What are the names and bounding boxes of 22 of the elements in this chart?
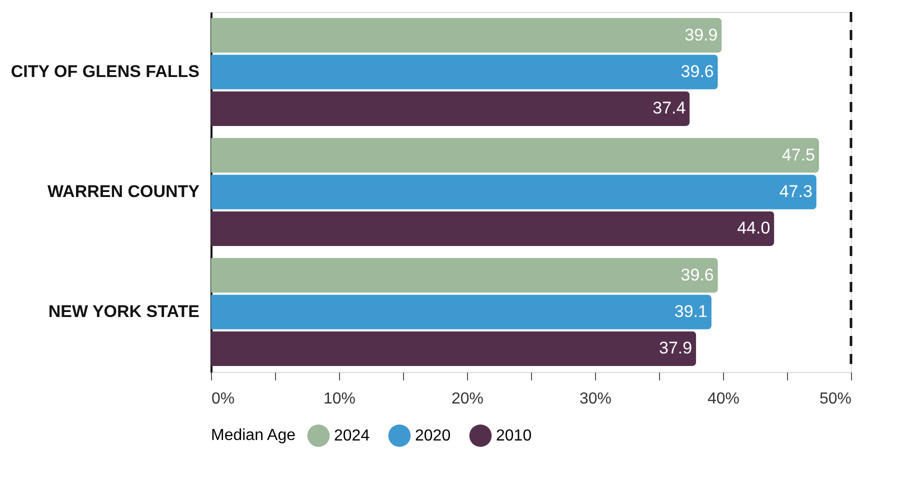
y-tick-label: CITY OF GLENS FALLS	[10, 62, 200, 81]
data-label: 44.0	[737, 218, 770, 238]
x-tick-label: 0%	[212, 390, 235, 408]
data-label: 39.1	[674, 302, 708, 321]
x-tick-label: 10%	[323, 390, 356, 408]
data-label: 37.4	[652, 98, 686, 118]
data-label: 39.6	[680, 62, 714, 81]
x-tick-label: 30%	[579, 390, 612, 408]
legend-label: 2020	[415, 428, 451, 445]
data-label: 39.9	[684, 25, 718, 44]
y-tick-label: NEW YORK STATE	[48, 302, 200, 321]
x-tick-label: 50%	[819, 390, 852, 408]
legend-title: Median Age	[211, 427, 296, 444]
x-tick-label: 20%	[451, 390, 484, 408]
y-tick-label: WARREN COUNTY	[47, 182, 200, 201]
data-label: 47.5	[782, 145, 815, 164]
data-label: 37.9	[659, 338, 692, 358]
data-label: 39.6	[680, 265, 714, 284]
x-tick-label: 40%	[707, 390, 740, 408]
legend-label: 2010	[496, 428, 532, 445]
legend-label: 2024	[334, 428, 370, 445]
data-label: 47.3	[779, 182, 812, 201]
